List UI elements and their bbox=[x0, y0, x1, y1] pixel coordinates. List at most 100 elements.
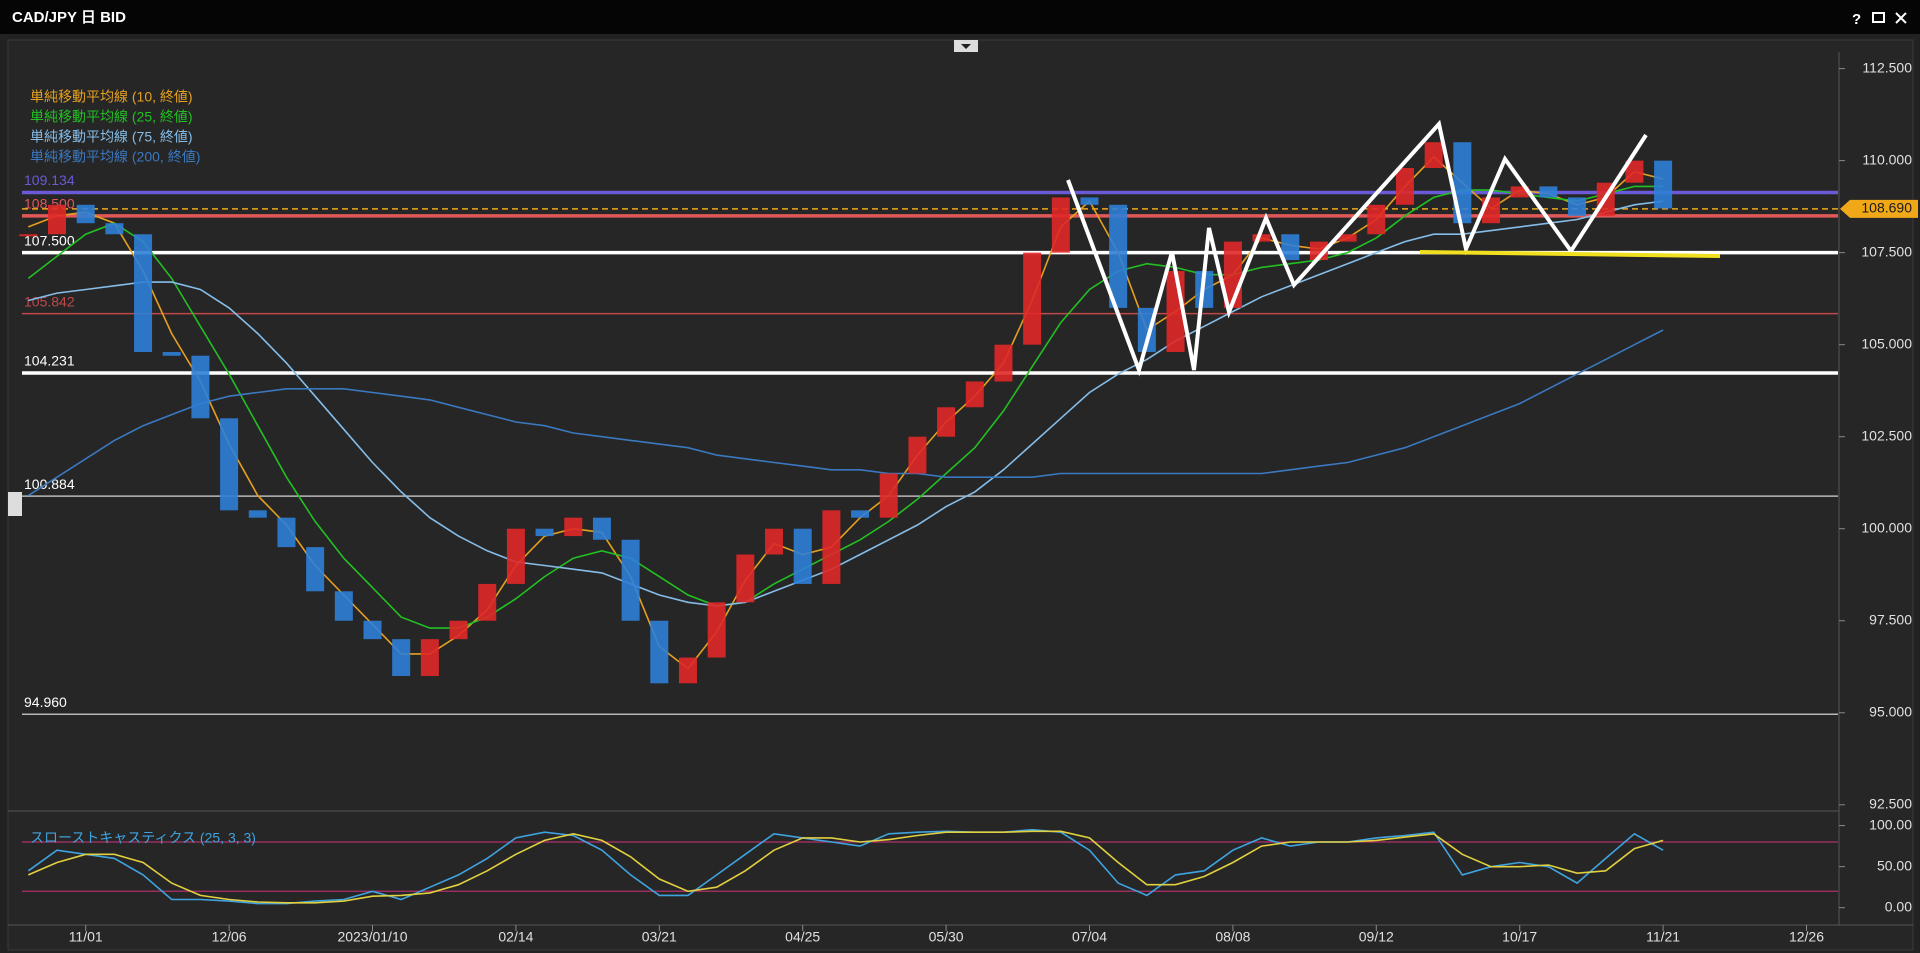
collapse-arrow bbox=[961, 44, 971, 49]
candle bbox=[220, 418, 239, 511]
legend-entry: 単純移動平均線 (10, 終値) bbox=[30, 89, 193, 105]
y-tick-label: 92.500 bbox=[1869, 796, 1912, 812]
candle bbox=[937, 407, 956, 437]
candle bbox=[678, 657, 697, 684]
candle bbox=[1625, 160, 1644, 183]
candle bbox=[449, 620, 468, 640]
legend: 単純移動平均線 (10, 終値) 単純移動平均線 (25, 終値) 単純移動平均線 … bbox=[30, 89, 200, 165]
candle bbox=[965, 381, 984, 408]
x-tick-label: 03/21 bbox=[642, 929, 677, 945]
candle bbox=[1109, 204, 1128, 308]
x-tick-label: 11/21 bbox=[1646, 929, 1680, 945]
candle bbox=[1309, 241, 1328, 261]
current-price-label: 108.690 bbox=[1861, 200, 1912, 216]
zigzag-drawing bbox=[1066, 119, 1648, 377]
support-drawing bbox=[1419, 250, 1721, 258]
candle bbox=[277, 517, 296, 548]
candle bbox=[592, 517, 611, 540]
current-price-tag bbox=[1840, 199, 1918, 218]
candle bbox=[306, 547, 325, 592]
candle bbox=[736, 554, 755, 603]
candle bbox=[191, 355, 210, 419]
y-tick-label: 112.500 bbox=[1862, 59, 1912, 75]
close-button[interactable] bbox=[1895, 12, 1907, 24]
ma-line bbox=[28, 200, 1664, 607]
x-tick-label: 04/25 bbox=[785, 929, 820, 945]
candle bbox=[1539, 186, 1558, 198]
ma-line bbox=[27, 185, 1664, 629]
candle bbox=[621, 539, 640, 621]
candle bbox=[564, 517, 583, 537]
window-title: CAD/JPY 日 BID bbox=[12, 9, 126, 26]
candle bbox=[851, 510, 870, 518]
y-tick-label: 100.000 bbox=[1861, 519, 1912, 535]
legend-entry: 単純移動平均線 (75, 終値) bbox=[30, 129, 193, 145]
x-tick-label: 09/12 bbox=[1359, 929, 1394, 945]
candle bbox=[994, 344, 1013, 382]
candle bbox=[1281, 234, 1300, 261]
candle bbox=[765, 528, 784, 555]
y-tick-label: 97.500 bbox=[1869, 611, 1912, 627]
candle bbox=[162, 352, 181, 356]
title-bar bbox=[0, 0, 1920, 34]
candle bbox=[650, 620, 669, 684]
level-label: 107.500 bbox=[24, 232, 75, 248]
side-tab[interactable] bbox=[8, 492, 22, 516]
candle bbox=[1424, 142, 1443, 168]
stoch-title: スローストキャスティクス (25, 3, 3) bbox=[30, 830, 256, 846]
legend-entry: 単純移動平均線 (200, 終値) bbox=[30, 149, 200, 165]
candle bbox=[908, 436, 927, 474]
x-tick-label: 07/04 bbox=[1072, 929, 1107, 945]
candle bbox=[707, 602, 726, 658]
candle bbox=[1338, 234, 1357, 242]
candle bbox=[48, 204, 67, 235]
x-tick-label: 05/30 bbox=[929, 929, 964, 945]
user-drawings bbox=[1066, 119, 1721, 377]
candle bbox=[105, 223, 124, 235]
candle bbox=[1395, 167, 1414, 205]
candle bbox=[1252, 234, 1271, 242]
candle bbox=[420, 639, 439, 676]
candle bbox=[334, 591, 353, 621]
y-tick-label: 95.000 bbox=[1869, 703, 1912, 719]
y-tick-label: 0.00 bbox=[1885, 898, 1912, 914]
axes: 112.500 110.000 107.500 105.000 102.500 100.0… bbox=[69, 59, 1918, 945]
maximize-button[interactable] bbox=[1872, 12, 1885, 23]
x-tick-label: 02/14 bbox=[498, 929, 533, 945]
ma-line bbox=[28, 155, 1664, 670]
x-tick-label: 08/08 bbox=[1215, 929, 1250, 945]
candle bbox=[1080, 197, 1099, 205]
candle bbox=[1051, 197, 1070, 253]
candle bbox=[506, 528, 525, 584]
x-tick-label: 2023/01/10 bbox=[337, 929, 407, 945]
y-tick-label: 107.500 bbox=[1861, 243, 1912, 259]
candle bbox=[19, 234, 38, 237]
candle bbox=[793, 528, 812, 584]
level-label: 100.884 bbox=[24, 476, 75, 492]
candle bbox=[76, 204, 95, 224]
legend-entry: 単純移動平均線 (25, 終値) bbox=[30, 109, 193, 125]
candle bbox=[1023, 252, 1042, 345]
candle bbox=[478, 583, 497, 621]
x-tick-label: 12/06 bbox=[212, 929, 247, 945]
help-button[interactable]: ? bbox=[1852, 11, 1861, 28]
level-label: 109.134 bbox=[24, 172, 75, 188]
candle bbox=[1367, 204, 1386, 235]
x-tick-label: 10/17 bbox=[1502, 929, 1537, 945]
window-buttons[interactable]: ? bbox=[1852, 11, 1907, 28]
y-tick-label: 105.000 bbox=[1861, 335, 1912, 351]
level-label: 94.960 bbox=[24, 694, 67, 710]
candle bbox=[822, 510, 841, 584]
stoch-line bbox=[27, 830, 1664, 904]
candle bbox=[392, 639, 411, 676]
candle bbox=[1654, 160, 1673, 209]
level-label: 104.231 bbox=[24, 353, 75, 369]
y-tick-label: 100.00 bbox=[1869, 816, 1912, 832]
x-tick-label: 11/01 bbox=[69, 929, 103, 945]
candle bbox=[535, 528, 554, 537]
y-tick-label: 102.500 bbox=[1861, 427, 1912, 443]
candle bbox=[134, 234, 153, 353]
candle bbox=[1510, 186, 1529, 198]
indicator-lines bbox=[27, 155, 1664, 905]
